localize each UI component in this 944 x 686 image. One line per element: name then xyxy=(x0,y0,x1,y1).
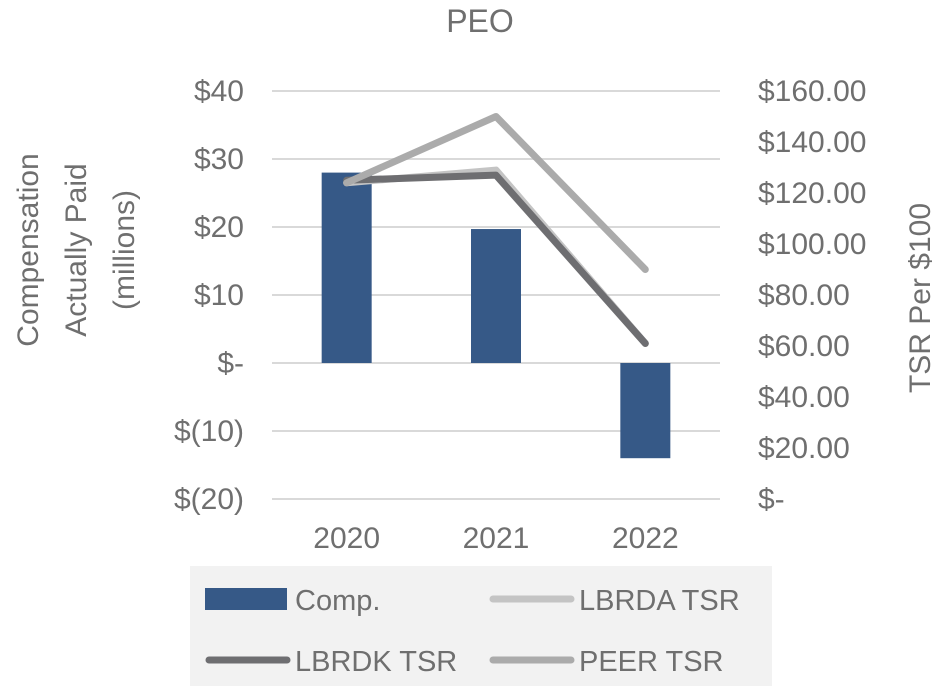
left-tick-label: $- xyxy=(217,347,244,380)
left-tick-label: $20 xyxy=(194,211,244,244)
series-line-lbrdk-tsr xyxy=(343,171,649,347)
chart-title: PEO xyxy=(446,3,514,39)
x-axis-ticks: 2020 2021 2022 xyxy=(313,522,678,555)
left-axis-title-line: Actually Paid xyxy=(60,163,93,336)
bar-2021 xyxy=(471,229,521,363)
right-axis-title: TSR Per $100 xyxy=(904,203,937,393)
right-tick-label: $40.00 xyxy=(758,381,850,414)
left-tick-label: $10 xyxy=(194,279,244,312)
bar-series xyxy=(321,172,671,459)
left-tick-label: $30 xyxy=(194,143,244,176)
x-tick-label: 2020 xyxy=(313,522,380,555)
legend-label-lbrda-tsr: LBRDA TSR xyxy=(579,585,740,617)
bar-2022 xyxy=(620,363,671,459)
right-tick-label: $20.00 xyxy=(758,432,850,465)
legend-label-comp: Comp. xyxy=(295,585,380,617)
left-tick-label: $(10) xyxy=(174,415,244,448)
right-tick-label: $100.00 xyxy=(758,228,866,261)
left-tick-label: $(20) xyxy=(174,483,244,516)
right-tick-label: $80.00 xyxy=(758,279,850,312)
right-axis-ticks: $- $20.00 $40.00 $60.00 $80.00 $100.00 $120.00… xyxy=(758,75,866,516)
right-tick-label: $60.00 xyxy=(758,330,850,363)
left-axis-title-line: (millions) xyxy=(108,190,141,310)
legend-swatch-comp xyxy=(205,588,287,610)
right-tick-label: $140.00 xyxy=(758,126,866,159)
left-axis-title-line: Compensation xyxy=(12,153,45,346)
left-axis-title: Compensation Actually Paid (millions) xyxy=(12,153,141,346)
line-series xyxy=(343,113,649,347)
right-tick-label: $120.00 xyxy=(758,177,866,210)
right-tick-label: $- xyxy=(758,483,785,516)
legend-label-lbrdk-tsr: LBRDK TSR xyxy=(295,646,457,678)
legend: Comp. LBRDA TSR LBRDK TSR PEER TSR xyxy=(190,566,772,686)
left-axis-ticks: $(20) $(10) $- $10 $20 $30 $40 xyxy=(174,75,244,516)
legend-label-peer-tsr: PEER TSR xyxy=(579,646,724,678)
right-tick-label: $160.00 xyxy=(758,75,866,108)
x-tick-label: 2021 xyxy=(463,522,530,555)
legend-background xyxy=(190,566,772,686)
left-tick-label: $40 xyxy=(194,75,244,108)
x-tick-label: 2022 xyxy=(612,522,679,555)
series-line-peer-tsr xyxy=(343,113,649,273)
bar-2020 xyxy=(321,172,372,363)
